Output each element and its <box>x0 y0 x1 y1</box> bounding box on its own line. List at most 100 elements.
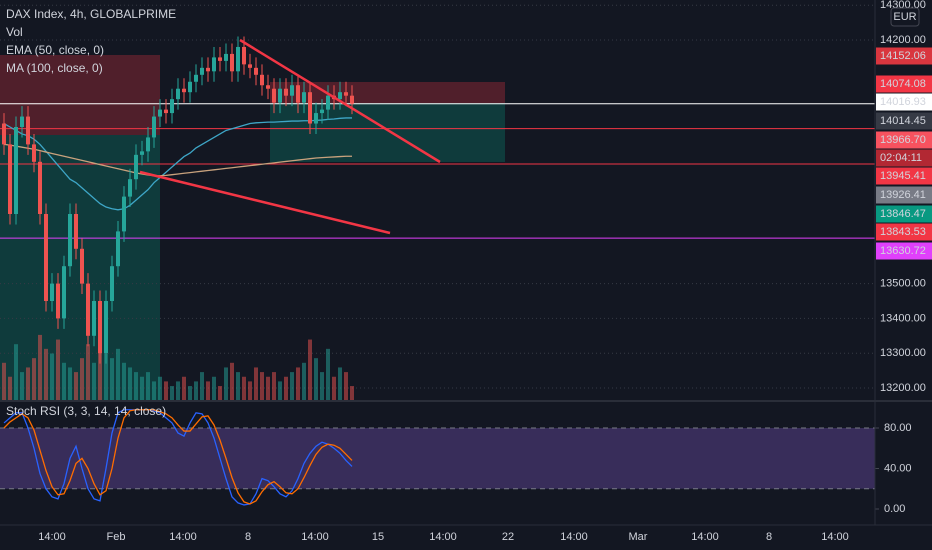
trendline <box>239 38 441 164</box>
candle-body <box>302 92 306 103</box>
candle-body <box>242 46 246 65</box>
x-tick-label: 8 <box>766 531 772 543</box>
currency-badge[interactable] <box>890 7 920 27</box>
candle-body <box>104 301 108 354</box>
volume-bar <box>308 339 312 400</box>
candle-body <box>20 116 24 127</box>
y-tick-label: 80.00 <box>884 422 912 434</box>
volume-bar <box>296 367 300 400</box>
candle-body <box>68 214 72 267</box>
candle-body <box>308 92 312 124</box>
candle-body <box>272 88 276 103</box>
volume-bar <box>350 386 354 400</box>
candle-body <box>278 88 282 103</box>
trendline <box>139 170 391 235</box>
stoch-band <box>0 428 875 489</box>
stoch-line <box>3 409 353 506</box>
price-label-box <box>876 242 932 260</box>
volume-bar <box>86 344 90 400</box>
x-tick-label: 14:00 <box>821 531 849 543</box>
volume-bar <box>260 372 264 400</box>
volume-bar <box>188 386 192 400</box>
volume-bar <box>50 353 54 400</box>
candle-body <box>140 151 144 155</box>
volume-bar <box>242 376 246 400</box>
candle-body <box>188 81 192 93</box>
volume-label: Vol <box>6 25 23 39</box>
price-label-box <box>876 131 932 149</box>
candle-body <box>80 248 84 284</box>
y-tick-label: 0.00 <box>884 503 905 515</box>
candle-body <box>320 109 324 114</box>
candle-body <box>218 57 222 61</box>
volume-bar <box>44 348 48 400</box>
candle-body <box>86 283 90 336</box>
price-label-box <box>876 186 932 204</box>
candle-body <box>176 88 180 100</box>
volume-bar <box>326 348 330 400</box>
price-label: 13843.53 <box>880 226 926 238</box>
candle-body <box>110 266 114 301</box>
candle-body <box>50 283 54 301</box>
volume-bar <box>338 367 342 400</box>
x-tick-label: 15 <box>372 531 384 543</box>
candle-body <box>344 92 348 96</box>
candle-body <box>8 144 12 214</box>
candle-body <box>182 88 186 93</box>
candle-body <box>62 266 66 319</box>
volume-bar <box>230 362 234 400</box>
candle-body <box>164 109 168 114</box>
candle-body <box>206 67 210 72</box>
volume-bar <box>266 376 270 400</box>
currency: EUR <box>893 11 916 23</box>
price-label: 14016.93 <box>880 96 926 108</box>
candle-body <box>284 88 288 96</box>
candle-body <box>98 301 102 354</box>
candle-body <box>266 85 270 89</box>
volume-bar <box>194 381 198 400</box>
x-tick-label: 14:00 <box>691 531 719 543</box>
volume-bar <box>122 362 126 400</box>
y-tick-label: 40.00 <box>884 462 912 474</box>
volume-bar <box>302 362 306 400</box>
candles <box>2 36 354 364</box>
candle-body <box>2 123 6 145</box>
volume-bar <box>176 381 180 400</box>
x-tick-label: 8 <box>245 531 251 543</box>
candle-body <box>170 99 174 114</box>
y-tick-label: 14300.00 <box>880 0 926 11</box>
candle-body <box>326 95 330 110</box>
volume-bar <box>98 330 102 400</box>
volume-bar <box>110 358 114 400</box>
x-tick-label: Mar <box>629 531 648 543</box>
volume-bar <box>116 348 120 400</box>
volume-bar <box>38 334 42 400</box>
volume-bar <box>248 381 252 400</box>
volume-bar <box>80 358 84 400</box>
volume-bar <box>104 353 108 400</box>
stoch-title: Stoch RSI (3, 3, 14, 14, close) <box>6 404 166 418</box>
candle-body <box>230 53 234 72</box>
time-axis: 14:00 Feb 14:00 8 14:00 15 14:00 22 14:00 Mar 14:0… <box>38 531 849 543</box>
price-label: 02:04:11 <box>880 152 922 164</box>
price-label-box <box>876 47 932 65</box>
volume-bar <box>254 367 258 400</box>
candle-body <box>236 46 240 72</box>
candle-body <box>224 53 228 61</box>
volume-bar <box>2 362 6 400</box>
volume-bar <box>56 339 60 400</box>
profit-zone <box>270 103 505 162</box>
indicator-line <box>3 117 352 211</box>
x-tick-label: Feb <box>107 531 126 543</box>
volume-bar <box>290 372 294 400</box>
volume-bar <box>212 376 216 400</box>
volume-bar <box>314 358 318 400</box>
volume-bar <box>32 358 36 400</box>
candle-body <box>212 57 216 72</box>
candle-body <box>194 74 198 82</box>
price-label-box <box>876 223 932 241</box>
candle-body <box>26 116 30 145</box>
x-tick-label: 14:00 <box>301 531 329 543</box>
volume-bar <box>236 372 240 400</box>
